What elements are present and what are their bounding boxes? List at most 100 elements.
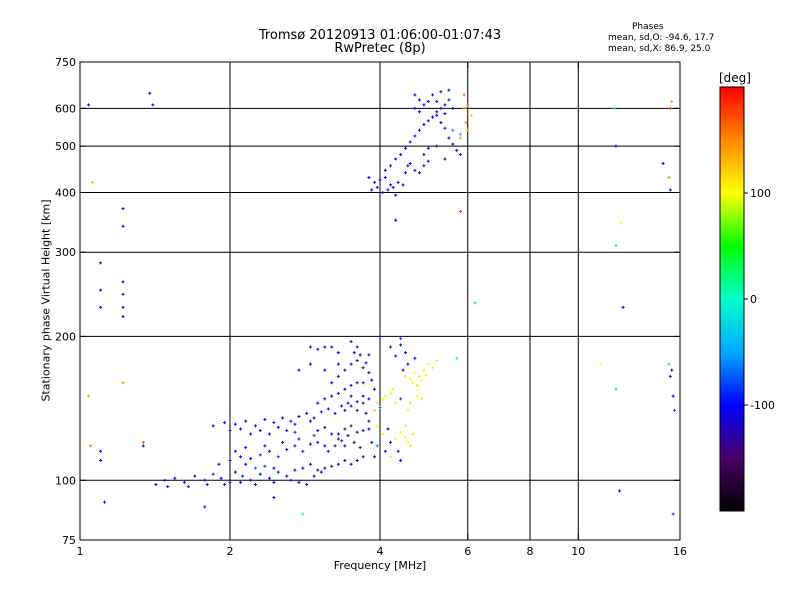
y-tick-label: 200	[55, 330, 76, 343]
data-point	[399, 336, 403, 340]
data-point	[403, 424, 407, 428]
data-point	[89, 444, 93, 448]
data-point	[413, 93, 417, 97]
colorbar-ticks: 100 0 -100	[744, 187, 775, 412]
data-point	[415, 383, 419, 387]
data-point	[403, 351, 407, 355]
data-point	[316, 468, 320, 472]
data-point	[340, 404, 344, 408]
data-point	[272, 496, 276, 500]
data-point	[308, 442, 312, 446]
data-point	[121, 207, 125, 211]
data-point	[439, 106, 443, 110]
data-point	[330, 464, 334, 468]
data-point	[308, 345, 312, 349]
data-point	[451, 142, 455, 146]
data-point	[244, 446, 248, 450]
data-point	[431, 115, 435, 119]
x-tick-label: 2	[227, 545, 234, 558]
colorbar-tick-label: 0	[750, 293, 757, 306]
data-point	[394, 193, 398, 197]
data-point	[420, 378, 424, 382]
data-point	[241, 474, 245, 478]
data-point	[378, 334, 382, 338]
data-point	[289, 419, 293, 423]
data-point	[330, 345, 334, 349]
data-point	[417, 128, 421, 132]
data-point	[373, 455, 377, 459]
data-point	[141, 440, 145, 444]
data-point	[219, 476, 223, 480]
data-point	[389, 183, 393, 187]
data-point	[443, 157, 447, 161]
data-point	[319, 410, 323, 414]
data-point	[396, 180, 400, 184]
data-point	[466, 128, 470, 132]
y-tick-label: 500	[55, 140, 76, 153]
data-point	[272, 421, 276, 425]
data-point	[228, 458, 232, 462]
data-point	[417, 171, 421, 175]
data-point	[154, 482, 158, 486]
data-point	[253, 424, 257, 428]
data-point	[389, 455, 393, 459]
data-point	[293, 430, 297, 434]
data-point	[389, 391, 393, 395]
x-tick-label: 10	[571, 545, 585, 558]
x-tick-label: 16	[673, 545, 687, 558]
data-point	[367, 353, 371, 357]
data-point	[403, 374, 407, 378]
data-point	[253, 466, 257, 470]
data-point	[346, 401, 350, 405]
data-point	[297, 414, 301, 418]
data-point	[455, 148, 459, 152]
data-point	[443, 103, 447, 107]
data-point	[378, 178, 382, 182]
data-point	[355, 359, 359, 363]
data-point	[312, 474, 316, 478]
data-point	[244, 419, 248, 423]
tick-layer: 1 2 4 6 8 10 16 75 100 200 300 400 500 600 750	[55, 56, 687, 558]
data-point	[316, 429, 320, 433]
data-point	[381, 432, 385, 436]
data-point	[121, 292, 125, 296]
data-point	[99, 449, 103, 453]
data-point	[383, 394, 387, 398]
colorbar-label: [deg]	[719, 71, 751, 85]
data-point	[373, 180, 377, 184]
data-point	[394, 437, 398, 441]
data-point	[301, 449, 305, 453]
data-point	[375, 185, 379, 189]
data-point	[343, 444, 347, 448]
data-point	[367, 427, 371, 431]
data-point	[671, 512, 675, 516]
data-point	[367, 419, 371, 423]
data-point	[413, 106, 417, 110]
data-point	[673, 408, 677, 412]
data-point	[367, 397, 371, 401]
data-point	[91, 180, 95, 184]
data-point	[343, 387, 347, 391]
data-point	[258, 429, 262, 433]
data-point	[151, 103, 155, 107]
data-point	[239, 480, 243, 484]
data-point	[301, 512, 305, 516]
data-point	[281, 416, 285, 420]
data-point	[667, 175, 671, 179]
data-point	[312, 434, 316, 438]
data-point	[469, 113, 473, 117]
data-point	[426, 362, 430, 366]
data-point	[375, 424, 379, 428]
data-point	[308, 362, 312, 366]
data-point	[244, 462, 248, 466]
data-point	[401, 183, 405, 187]
data-point	[618, 489, 622, 493]
data-point	[343, 408, 347, 412]
data-point	[352, 351, 356, 355]
data-point	[375, 401, 379, 405]
data-point	[173, 476, 177, 480]
data-point	[401, 368, 405, 372]
data-point	[343, 427, 347, 431]
data-point	[186, 485, 190, 489]
data-point	[267, 449, 271, 453]
